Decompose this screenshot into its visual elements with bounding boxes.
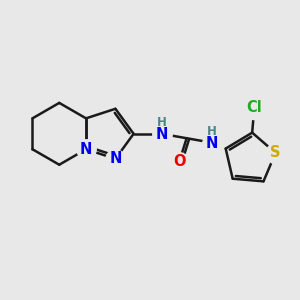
- Text: N: N: [206, 136, 218, 151]
- Text: H: H: [207, 125, 217, 138]
- Text: H: H: [157, 116, 167, 129]
- Text: O: O: [173, 154, 185, 169]
- Text: N: N: [80, 142, 92, 157]
- Text: Cl: Cl: [246, 100, 262, 115]
- Text: N: N: [155, 127, 168, 142]
- Text: S: S: [270, 146, 281, 160]
- Text: N: N: [109, 151, 122, 166]
